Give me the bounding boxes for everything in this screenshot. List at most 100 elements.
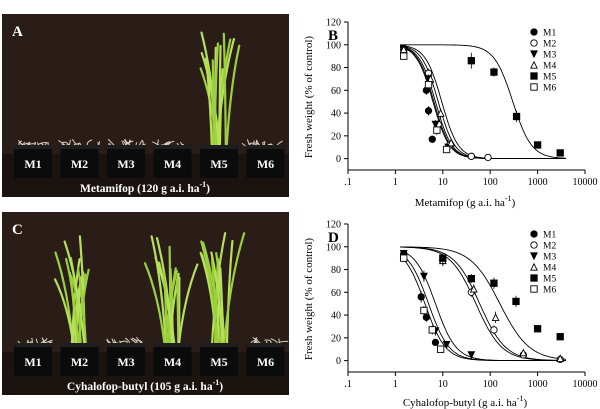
x-tick-label: 100 — [483, 177, 498, 188]
point-m3 — [467, 351, 476, 360]
y-tick-label: 20 — [331, 131, 341, 142]
pot-label-m5: M5 — [210, 157, 227, 171]
legend-label-m2: M2 — [543, 242, 556, 252]
x-tick-label: 1 — [393, 379, 398, 390]
point-m5 — [467, 57, 475, 65]
grass-blade — [176, 278, 180, 347]
legend-marker-m2 — [530, 39, 538, 47]
pot-rim — [13, 145, 53, 149]
pot-m4 — [153, 147, 192, 178]
x-tick-label: 10 — [438, 177, 448, 188]
grass-blade — [211, 59, 215, 149]
y-tick-label: 120 — [326, 220, 341, 231]
point-m5 — [556, 333, 564, 341]
point-m6 — [420, 306, 428, 315]
y-tick-label: 100 — [326, 40, 341, 51]
chart-b-y-title: Fresh weight (% of control) — [303, 36, 315, 159]
pot-rim — [59, 145, 100, 149]
grass-blade — [177, 263, 199, 347]
legend-label-m5: M5 — [543, 275, 556, 285]
y-tick-label: 40 — [331, 109, 341, 120]
pot-rim — [199, 145, 239, 149]
pot-m5 — [200, 147, 238, 178]
pot-rim — [59, 343, 100, 347]
point-m2 — [484, 153, 492, 162]
point-m4 — [556, 354, 565, 362]
pot-label-m1: M1 — [24, 157, 41, 171]
chart-b-x-title: Metamifop (g a.i. ha-1) — [415, 194, 516, 209]
pot-label-m5: M5 — [210, 355, 227, 369]
fit-curve-m6 — [399, 253, 566, 362]
pot-rim — [106, 343, 146, 347]
y-tick-label: 0 — [336, 154, 341, 165]
chart-b-marks — [399, 44, 564, 162]
grass-blade — [155, 236, 174, 347]
y-tick-label: 120 — [326, 18, 341, 29]
pot-rim — [106, 145, 146, 149]
x-tick-label: 1000 — [528, 177, 548, 188]
pot-label-m4: M4 — [164, 157, 181, 171]
point-m4 — [469, 284, 478, 293]
legend-label-m6: M6 — [543, 286, 556, 296]
point-m1 — [431, 338, 440, 347]
pot-m1 — [14, 147, 52, 178]
y-tick-label: 60 — [331, 288, 341, 299]
point-m6 — [400, 254, 408, 262]
chart-panel-d: D 0 20 40 60 80 100 120.1 1 10 100 1000 10000 M1 M2 M… — [300, 204, 600, 409]
pot-m2 — [60, 147, 99, 178]
chart-d-marks — [399, 249, 565, 364]
y-tick-label: 60 — [331, 86, 341, 97]
point-m5 — [490, 68, 498, 76]
point-m4 — [519, 348, 528, 357]
legend-marker-m3 — [530, 50, 538, 59]
fit-curve-m4 — [400, 246, 566, 361]
legend-marker-m4 — [530, 60, 538, 69]
point-m3 — [431, 120, 440, 129]
legend-marker-m5 — [530, 72, 538, 80]
point-m4 — [436, 108, 445, 117]
grass-blade — [213, 42, 220, 149]
point-m5 — [533, 141, 542, 149]
pot-label-m2: M2 — [71, 355, 88, 369]
chart-d-letter: D — [328, 230, 339, 246]
pot-label-m3: M3 — [117, 157, 134, 171]
chart-b-axes: 0 20 40 60 80 100 120 .1 1 10 100 1000 10000 — [326, 18, 598, 189]
chart-b-letter: B — [328, 28, 338, 44]
grass-blade — [223, 232, 246, 347]
legend-label-m4: M4 — [543, 264, 556, 274]
x-tick-label: 10000 — [573, 177, 598, 188]
pot-label-m6: M6 — [257, 157, 274, 171]
point-m5 — [439, 254, 447, 262]
fit-curve-m3 — [399, 249, 566, 362]
pot-label-m6: M6 — [257, 355, 274, 369]
point-m6 — [436, 345, 445, 353]
point-m3 — [420, 272, 428, 281]
point-m1 — [424, 107, 433, 115]
point-m2 — [490, 326, 498, 334]
legend-marker-m5 — [530, 274, 538, 282]
legend-marker-m6 — [530, 83, 538, 91]
point-m3 — [442, 341, 451, 349]
photo-a-canvas: A M1 M2 M3 M4 M5 M6 Metamifop (120 g a.i. ha-… — [2, 14, 289, 197]
point-m3 — [399, 249, 408, 258]
pot-label-m1: M1 — [24, 355, 41, 369]
grass-blade — [65, 257, 80, 347]
legend-label-m4: M4 — [543, 62, 556, 72]
y-tick-label: 20 — [331, 333, 341, 344]
photo-c-plants — [17, 232, 289, 347]
chart-d-y-title: Fresh weight (% of control) — [303, 238, 315, 361]
legend-label-m1: M1 — [543, 29, 556, 39]
legend-label-m6: M6 — [543, 84, 556, 94]
x-tick-label: 10000 — [573, 379, 598, 390]
legend-label-m3: M3 — [543, 51, 556, 61]
pot-rim — [152, 343, 193, 347]
pot-m4 — [153, 345, 192, 376]
point-m5 — [512, 112, 521, 121]
fit-curve-m5 — [400, 44, 566, 159]
legend-label-m1: M1 — [543, 231, 556, 241]
point-m6 — [424, 80, 433, 89]
y-tick-label: 0 — [336, 356, 341, 367]
photo-panel-a: A M1 M2 M3 M4 M5 M6 Metamifop (120 g a.i. ha-… — [2, 14, 289, 197]
legend-marker-m1 — [530, 230, 538, 238]
